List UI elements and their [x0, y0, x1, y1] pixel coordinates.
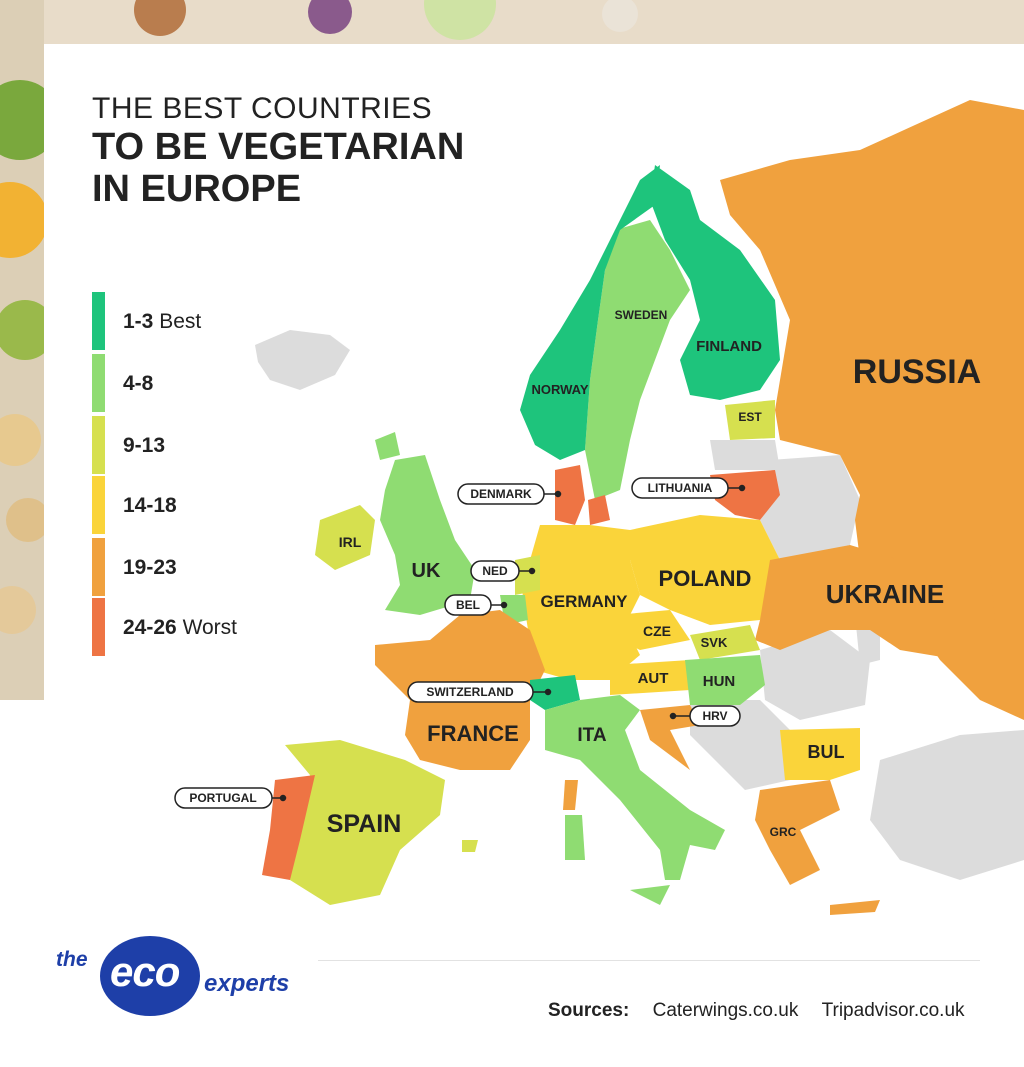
czechia-shape	[615, 610, 690, 650]
sweden-shape	[585, 220, 690, 500]
bulgaria-shape	[780, 728, 860, 780]
norway-shape	[520, 165, 660, 460]
sicily-shape	[630, 885, 670, 905]
label-norway: NORWAY	[531, 382, 588, 397]
portugal-shape	[262, 775, 315, 880]
legend-range: 1-3	[123, 310, 154, 333]
iceland-shape	[255, 330, 350, 390]
crete-shape	[830, 900, 880, 915]
legend-range: 14-18	[123, 494, 177, 517]
logo-disc	[100, 936, 200, 1016]
belarus-shape	[760, 455, 860, 560]
italy-shape	[545, 695, 725, 880]
legend-swatch	[92, 416, 105, 474]
hungary-shape	[685, 655, 765, 705]
legend-label: Best	[159, 310, 202, 333]
sardinia-shape	[565, 815, 585, 860]
austria-shape	[610, 660, 690, 695]
legend-swatch	[92, 598, 105, 656]
legend-item: 19-23	[92, 538, 292, 598]
corsica-shape	[563, 780, 578, 810]
estonia-shape	[725, 400, 775, 440]
label-russia: RUSSIA	[853, 353, 981, 391]
callout-ned: NED	[482, 564, 508, 578]
source-item: Caterwings.co.uk	[652, 1000, 799, 1021]
logo-experts: experts	[204, 970, 290, 997]
netherlands-shape	[515, 555, 540, 595]
lithuania-shape	[710, 470, 780, 520]
uk-shape	[380, 455, 475, 615]
label-sweden: SWEDEN	[615, 308, 668, 322]
legend-swatch	[92, 292, 105, 350]
callout-denmark: DENMARK	[470, 487, 532, 501]
turkey-shape	[870, 730, 1024, 880]
legend-label: Worst	[182, 616, 238, 639]
callout-lithuania: LITHUANIA	[648, 481, 713, 495]
label-finland: FINLAND	[696, 338, 762, 355]
label-svk: SVK	[701, 635, 728, 650]
poland-shape	[630, 515, 780, 625]
legend-range: 9-13	[123, 434, 166, 457]
legend-item: 1-3 Best	[92, 292, 292, 352]
label-germany: GERMANY	[541, 592, 629, 611]
label-est: EST	[738, 410, 762, 424]
legend-range: 24-26	[123, 616, 177, 639]
legend-range: 19-23	[123, 556, 177, 579]
sources-label: Sources:	[548, 1000, 630, 1021]
label-france: FRANCE	[427, 721, 519, 746]
label-poland: POLAND	[659, 566, 752, 591]
logo-the: the	[56, 948, 88, 971]
legend-item: 4-8	[92, 354, 292, 414]
balearic-shape	[462, 840, 478, 852]
legend-swatch	[92, 538, 105, 596]
source-item: Tripadvisor.co.uk	[821, 1000, 965, 1021]
ireland-shape	[315, 505, 375, 570]
eco-experts-logo[interactable]: the eco experts	[52, 932, 289, 1022]
label-ita: ITA	[577, 725, 606, 746]
denmark-shape	[555, 465, 585, 525]
footer-divider	[318, 960, 980, 961]
greece-shape	[755, 780, 840, 885]
slovakia-shape	[690, 625, 760, 660]
germany-shape	[522, 525, 640, 680]
label-cze: CZE	[643, 623, 671, 639]
legend-swatch	[92, 354, 105, 412]
legend-swatch	[92, 476, 105, 534]
callout-hrv: HRV	[702, 709, 727, 723]
latvia-shape	[710, 440, 780, 470]
label-spain: SPAIN	[327, 810, 402, 838]
label-bul: BUL	[808, 742, 845, 762]
title-line-1: THE BEST COUNTRIES	[92, 92, 433, 125]
legend-item: 24-26 Worst	[92, 598, 292, 658]
callout-portugal: PORTUGAL	[189, 791, 256, 805]
croatia-shape	[640, 705, 700, 770]
title-line-2: TO BE VEGETARIAN	[92, 126, 465, 168]
scotland-islands-shape	[375, 432, 400, 460]
label-uk: UK	[412, 560, 441, 582]
callout-switzerland: SWITZERLAND	[426, 685, 514, 699]
title-line-3: IN EUROPE	[92, 168, 302, 210]
label-ukraine: UKRAINE	[826, 579, 944, 609]
label-irl: IRL	[339, 534, 362, 550]
legend-range: 4-8	[123, 372, 154, 395]
logo-eco: eco	[110, 948, 180, 995]
legend-item: 14-18	[92, 476, 292, 536]
finland-shape	[650, 165, 780, 400]
label-grc: GRC	[770, 825, 797, 839]
spain-shape	[285, 740, 445, 905]
page-title: THE BEST COUNTRIES TO BE VEGETARIAN IN E…	[92, 92, 464, 210]
ukraine-shape	[755, 545, 995, 660]
switzerland-shape	[530, 675, 580, 710]
romania-shape	[760, 630, 870, 720]
denmark-islands-shape	[588, 495, 610, 525]
sources: Sources: Caterwings.co.uk Tripadvisor.co…	[548, 1000, 965, 1022]
callout-bel: BEL	[456, 598, 480, 612]
label-hun: HUN	[703, 673, 736, 690]
label-aut: AUT	[638, 670, 669, 687]
legend-item: 9-13	[92, 416, 292, 476]
